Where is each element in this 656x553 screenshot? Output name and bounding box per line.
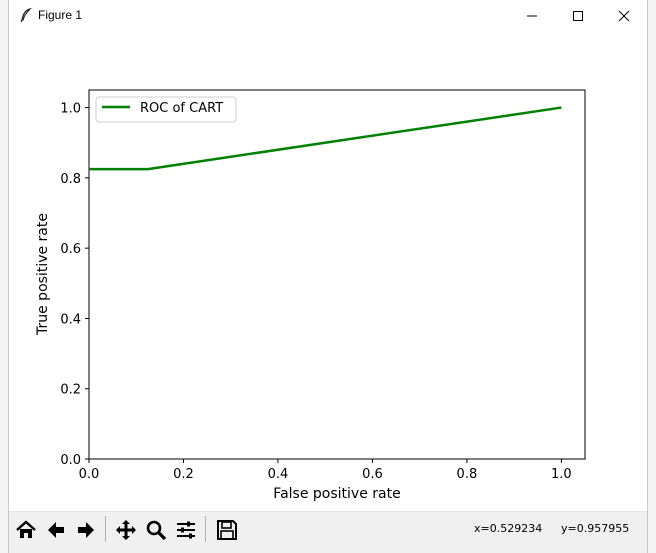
forward-arrow-icon — [78, 522, 94, 538]
navigation-toolbar: x=0.529234 y=0.957955 — [9, 511, 647, 548]
x-tick-label: 0.8 — [457, 467, 478, 482]
cursor-y-readout: y=0.957955 — [561, 522, 630, 535]
x-axis-ticks: 0.0 0.2 0.4 0.6 0.8 1.0 — [79, 459, 572, 482]
toolbar-separator — [105, 516, 106, 542]
feather-icon — [18, 7, 34, 23]
save-button[interactable] — [213, 516, 241, 544]
cursor-x-readout: x=0.529234 — [474, 522, 543, 535]
x-tick-label: 0.0 — [79, 467, 100, 482]
configure-subplots-icon — [177, 521, 195, 539]
y-tick-label: 0.0 — [60, 453, 81, 468]
y-tick-label: 0.2 — [60, 383, 81, 398]
save-icon — [217, 520, 237, 540]
back-arrow-icon — [48, 522, 64, 538]
legend-label: ROC of CART — [140, 101, 223, 116]
roc-chart[interactable]: 0.0 0.2 0.4 0.6 0.8 1.0 0.0 0.2 0.4 0.6 0.8 1.0 Fa… — [9, 31, 647, 511]
x-tick-label: 0.4 — [268, 467, 289, 482]
close-button[interactable] — [601, 0, 647, 31]
maximize-button[interactable] — [555, 0, 601, 31]
y-tick-label: 0.4 — [60, 312, 81, 327]
series-lines — [89, 106, 562, 171]
home-icon — [16, 520, 36, 538]
background-editor-left — [0, 0, 10, 553]
zoom-button[interactable] — [142, 516, 170, 544]
roc-curve-line — [89, 106, 562, 171]
configure-subplots-button[interactable] — [172, 516, 200, 544]
minimize-icon — [527, 15, 537, 16]
y-axis-label: True positive rate — [35, 213, 51, 336]
forward-button[interactable] — [72, 516, 100, 544]
pan-icon — [116, 520, 136, 540]
y-tick-label: 1.0 — [60, 102, 81, 117]
x-tick-label: 1.0 — [551, 467, 572, 482]
legend-box — [95, 96, 237, 123]
y-tick-label: 0.8 — [60, 172, 81, 187]
window-title: Figure 1 — [38, 8, 83, 22]
axes-frame — [88, 89, 586, 460]
window-bottom-border — [9, 547, 647, 553]
x-axis-label: False positive rate — [273, 486, 400, 502]
maximize-icon — [573, 10, 583, 21]
zoom-icon — [146, 520, 167, 541]
title-bar[interactable]: Figure 1 — [9, 0, 647, 31]
y-axis-ticks: 0.0 0.2 0.4 0.6 0.8 1.0 — [60, 102, 89, 468]
minimize-button[interactable] — [509, 0, 555, 31]
close-icon — [618, 10, 630, 21]
figure-window: Figure 1 0.0 0.2 0.4 0.6 0.8 1.0 0.0 0.2 0.4 0.6… — [8, 0, 648, 553]
y-tick-label: 0.6 — [60, 242, 81, 257]
back-button[interactable] — [42, 516, 70, 544]
legend: ROC of CART — [95, 96, 237, 123]
pan-button[interactable] — [112, 516, 140, 544]
home-button[interactable] — [12, 516, 40, 544]
x-tick-label: 0.6 — [362, 467, 383, 482]
x-tick-label: 0.2 — [173, 467, 194, 482]
toolbar-separator — [205, 516, 206, 542]
